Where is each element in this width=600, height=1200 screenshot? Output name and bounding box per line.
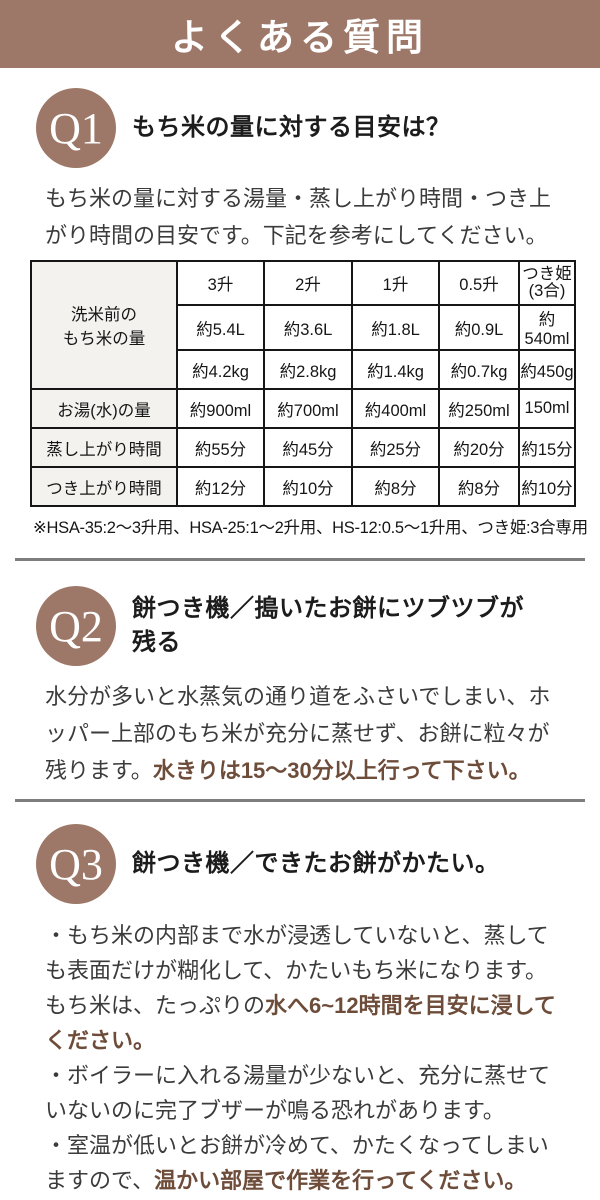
q3-title: 餅つき機／できたお餅がかたい。 bbox=[132, 850, 500, 877]
row-label-water: お湯(水)の量 bbox=[30, 388, 178, 429]
table-cell: 約45分 bbox=[263, 427, 353, 468]
table-cell: 約10分 bbox=[263, 466, 353, 507]
table-cell: 約900ml bbox=[176, 388, 265, 429]
table-row-steam-time: 蒸し上がり時間 約55分 約45分 約25分 約20分 約15分 bbox=[30, 427, 576, 468]
col-header-1sho: 1升 bbox=[351, 260, 440, 306]
q1-header: Q1 もち米の量に対する目安は？ bbox=[0, 88, 600, 168]
q3-answer-p1-highlight: 水へ6~12時間を目安に浸してください。 bbox=[45, 993, 556, 1053]
q3-answer-p3: ・室温が低いとお餅が冷めて、かたくなってしまいますので、 bbox=[45, 1133, 549, 1193]
table-cell: 約8分 bbox=[351, 466, 440, 507]
q2-header: Q2 餅つき機／搗いたお餅にツブツブが残る bbox=[0, 586, 600, 666]
table-row-water: お湯(水)の量 約900ml 約700ml 約400ml 約250ml 150m… bbox=[30, 388, 576, 429]
q3-answer-p2: ・ボイラーに入れる湯量が少ないと、充分に蒸せていないのに完了ブザーが鳴る恐れがあ… bbox=[45, 1063, 551, 1123]
section-divider bbox=[15, 558, 585, 561]
row-label-steam-time: 蒸し上がり時間 bbox=[30, 427, 178, 468]
table-cell: 約2.8kg bbox=[263, 349, 353, 390]
table-cell: 約12分 bbox=[176, 466, 265, 507]
col-header-tsukihime: つき姫 (3合) bbox=[518, 260, 576, 306]
table-row-pound-time: つき上がり時間 約12分 約10分 約8分 約8分 約10分 bbox=[30, 466, 576, 507]
table-footnote: ※HSA-35:2～3升用、HSA-25:1～2升用、HS-12:0.5～1升用… bbox=[33, 519, 588, 537]
table-cell: 約450g bbox=[518, 349, 576, 390]
q2-badge: Q2 bbox=[36, 586, 116, 666]
table-cell: 約250ml bbox=[438, 388, 520, 429]
table-cell: 約400ml bbox=[351, 388, 440, 429]
q3-header: Q3 餅つき機／できたお餅がかたい。 bbox=[0, 824, 600, 904]
q3-answer: ・もち米の内部まで水が浸透していないと、蒸しても表面だけが糊化して、かたいもち米… bbox=[45, 918, 556, 1198]
table-cell: 約1.8L bbox=[351, 304, 440, 351]
table-row-liters: 約5.4L 約3.6L 約1.8L 約0.9L 約540ml bbox=[31, 304, 576, 351]
section-divider bbox=[15, 799, 585, 802]
row-label-rice-amount: 洗米前の もち米の量 bbox=[30, 260, 178, 390]
table-cell: 約1.4kg bbox=[351, 349, 440, 390]
rice-guide-table: 洗米前の もち米の量 3升 2升 1升 0.5升 つき姫 (3合) 約5.4L … bbox=[30, 260, 576, 507]
q1-badge: Q1 bbox=[36, 88, 116, 168]
table-cell: 約20分 bbox=[438, 427, 520, 468]
q2-answer-text: 水分が多いと水蒸気の通り道をふさいでしまい、ホッパー上部のもち米が充分に蒸せず、… bbox=[45, 684, 551, 783]
table-cell: 約25分 bbox=[351, 427, 440, 468]
q1-intro: もち米の量に対する湯量・蒸し上がり時間・つき上がり時間の目安です。下記を参考にし… bbox=[45, 186, 552, 248]
table-cell: 約700ml bbox=[263, 388, 353, 429]
table-cell: 約15分 bbox=[518, 427, 576, 468]
table-cell: 約0.9L bbox=[438, 304, 520, 351]
col-header-0-5sho: 0.5升 bbox=[438, 260, 520, 306]
table-cell: 約5.4L bbox=[176, 304, 265, 351]
table-cell: 約10分 bbox=[518, 466, 576, 507]
table-row-kilograms: 約4.2kg 約2.8kg 約1.4kg 約0.7kg 約450g bbox=[31, 349, 576, 390]
table-cell: 約55分 bbox=[176, 427, 265, 468]
table-cell: 約0.7kg bbox=[438, 349, 520, 390]
q3-badge: Q3 bbox=[36, 824, 116, 904]
q2-title: 餅つき機／搗いたお餅にツブツブが残る bbox=[132, 595, 524, 656]
q2-answer-highlight: 水きりは15～30分以上行って下さい。 bbox=[152, 758, 531, 783]
table-header-row: 洗米前の もち米の量 3升 2升 1升 0.5升 つき姫 (3合) bbox=[30, 260, 576, 390]
table-cell: 約8分 bbox=[438, 466, 520, 507]
col-header-2sho: 2升 bbox=[263, 260, 353, 306]
q1-title: もち米の量に対する目安は？ bbox=[132, 114, 451, 141]
page-header: よくある質問 bbox=[0, 0, 600, 68]
q2-answer: 水分が多いと水蒸気の通り道をふさいでしまい、ホッパー上部のもち米が充分に蒸せず、… bbox=[45, 678, 556, 789]
row-label-pound-time: つき上がり時間 bbox=[30, 466, 178, 507]
q3-answer-p1: ・もち米の内部まで水が浸透していないと、蒸しても表面だけが糊化して、かたいもち米… bbox=[45, 923, 549, 1018]
table-cell: 約540ml bbox=[518, 304, 576, 351]
page-title: よくある質問 bbox=[171, 17, 429, 58]
col-header-3sho: 3升 bbox=[176, 260, 265, 306]
table-cell: 約4.2kg bbox=[176, 349, 265, 390]
table-cell: 約3.6L bbox=[263, 304, 353, 351]
q3-answer-p3-highlight: 温かい部屋で作業を行ってください。 bbox=[154, 1168, 527, 1193]
table-cell: 150ml bbox=[518, 388, 576, 429]
